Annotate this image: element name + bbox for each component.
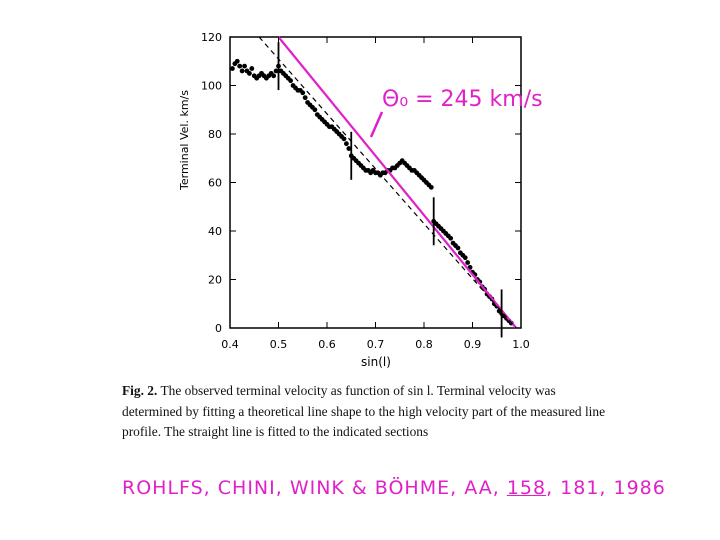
citation-authors: ROHLFS, CHINI, WINK & BÖHME, AA, — [122, 477, 500, 499]
x-tick-label: 0.4 — [221, 338, 239, 351]
caption-label: Fig. 2. — [122, 383, 158, 398]
dashed-fit-line — [258, 36, 517, 329]
axis-ticks: 0.4 0.5 0.6 0.7 0.8 0.9 1.0 0 20 40 60 80 100 120 — [201, 31, 530, 351]
y-tick-label: 80 — [208, 128, 222, 141]
data-point — [341, 136, 347, 142]
data-point — [462, 255, 468, 261]
data-point — [346, 146, 352, 151]
data-point — [312, 107, 318, 113]
citation-rest: , 181, 1986 — [546, 477, 666, 499]
handwritten-citation: ROHLFS, CHINI, WINK & BÖHME, AA, 158, 18… — [122, 477, 666, 499]
x-tick-label: 0.9 — [464, 338, 482, 351]
data-point — [242, 63, 247, 69]
data-point — [455, 245, 461, 251]
y-tick-label: 0 — [215, 322, 222, 335]
solid-fit-line — [277, 36, 518, 329]
data-point — [448, 235, 454, 241]
y-axis-label: Terminal Vel. km/s — [178, 90, 191, 191]
data-point — [247, 70, 252, 76]
data-point — [239, 68, 245, 74]
y-tick-label: 120 — [201, 31, 222, 44]
x-tick-label: 0.7 — [367, 338, 385, 351]
citation-volume: 158 — [506, 477, 547, 499]
data-point — [344, 141, 349, 147]
data-point — [300, 90, 306, 96]
data-point — [271, 73, 277, 79]
x-axis-label: sin(l) — [361, 355, 391, 369]
caption-text: The observed terminal velocity as functi… — [122, 383, 606, 439]
figure-caption: Fig. 2. The observed terminal velocity a… — [122, 381, 612, 443]
data-point — [230, 66, 235, 71]
y-tick-label: 100 — [201, 80, 222, 93]
x-tick-label: 0.5 — [270, 338, 288, 351]
data-point — [465, 260, 471, 265]
y-tick-label: 20 — [208, 274, 222, 287]
data-point — [234, 58, 240, 64]
x-tick-label: 0.6 — [318, 338, 336, 351]
data-point — [288, 78, 294, 84]
x-tick-label: 0.8 — [415, 338, 433, 351]
y-tick-label: 40 — [208, 225, 222, 238]
y-tick-label: 60 — [208, 177, 222, 190]
annotation-theta: Θ₀ = 245 km/s — [382, 87, 543, 112]
plot-frame — [229, 36, 522, 329]
data-point — [302, 95, 308, 101]
data-point — [428, 184, 434, 190]
x-tick-label: 1.0 — [512, 338, 530, 351]
chart-marks — [230, 36, 518, 338]
data-point — [237, 63, 243, 69]
data-point — [273, 68, 279, 74]
data-point — [249, 66, 255, 71]
velocity-chart: 0.4 0.5 0.6 0.7 0.8 0.9 1.0 0 20 40 60 80 100 120 sin… — [178, 31, 543, 369]
annotation-pointer — [369, 111, 384, 138]
